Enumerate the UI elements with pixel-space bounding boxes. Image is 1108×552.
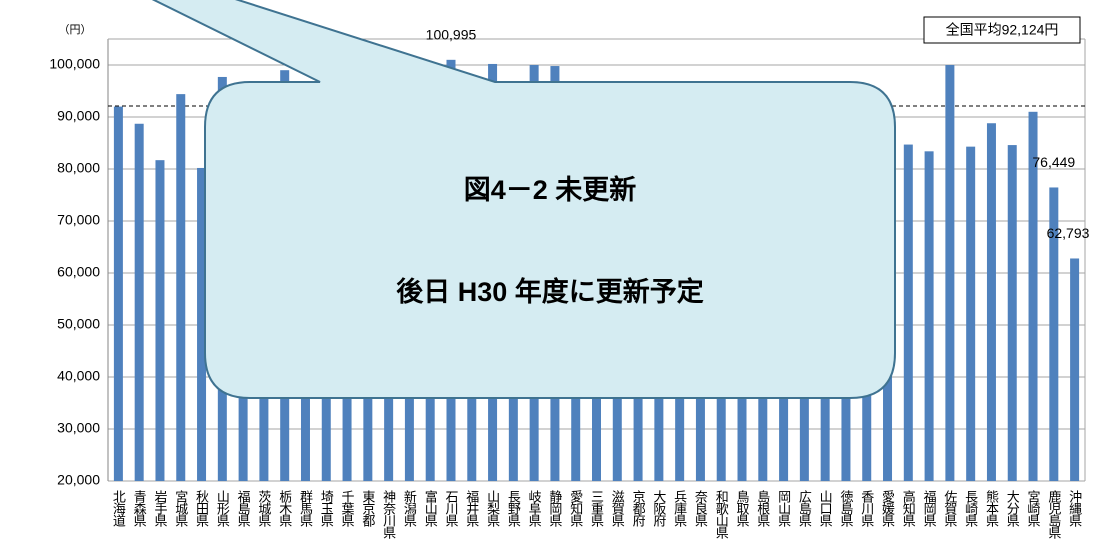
value-label: 100,995 <box>426 27 477 43</box>
x-tick-label: 兵庫県 <box>672 490 687 527</box>
x-tick-label: 静岡県 <box>547 490 562 527</box>
x-tick-label: 三重県 <box>589 490 604 527</box>
x-tick-label: 滋賀県 <box>610 490 625 527</box>
bar <box>924 151 934 481</box>
bar <box>176 94 186 482</box>
x-tick-label: 島根県 <box>755 490 770 527</box>
x-tick-label: 徳島県 <box>838 490 853 527</box>
x-tick-label: 鳥取県 <box>735 490 750 527</box>
bar <box>986 123 996 482</box>
x-tick-label: 山梨県 <box>485 490 500 527</box>
bar <box>134 123 144 481</box>
bar <box>966 146 976 481</box>
average-box <box>923 16 1081 44</box>
x-tick-label: 東京都 <box>360 489 375 527</box>
y-tick-label: 20,000 <box>57 472 100 488</box>
bar <box>945 65 955 481</box>
x-tick-label: 佐賀県 <box>942 490 957 527</box>
x-tick-label: 富山県 <box>423 489 438 527</box>
x-tick-label: 高知県 <box>901 489 916 527</box>
y-tick-label: 50,000 <box>57 316 100 332</box>
x-tick-label: 神奈川県 <box>381 490 396 539</box>
x-tick-label: 秋田県 <box>194 490 209 527</box>
y-tick-label: 100,000 <box>49 56 100 72</box>
y-tick-label: 60,000 <box>57 264 100 280</box>
x-tick-label: 福岡県 <box>922 490 937 527</box>
callout <box>151 0 896 399</box>
bar <box>1049 187 1059 481</box>
x-tick-label: 愛媛県 <box>880 490 895 527</box>
bar <box>903 144 913 481</box>
average-label: 全国平均92,124円 <box>946 22 1059 38</box>
bar <box>155 160 165 481</box>
x-tick-label: 山口県 <box>818 490 833 527</box>
x-tick-label: 愛知県 <box>568 490 583 527</box>
bar <box>113 106 123 481</box>
x-tick-label: 長野県 <box>506 490 521 527</box>
callout-note: 後日 H30 年度に更新予定 <box>396 276 704 307</box>
x-tick-label: 宮崎県 <box>1026 489 1041 527</box>
x-tick-label: 岩手県 <box>152 490 167 527</box>
y-tick-label: 40,000 <box>57 368 100 384</box>
x-tick-label: 香川県 <box>859 490 874 527</box>
value-label: 62,793 <box>1047 225 1090 241</box>
y-tick-label: 30,000 <box>57 420 100 436</box>
y-tick-label: 70,000 <box>57 212 100 228</box>
x-tick-label: 岐阜県 <box>527 490 542 527</box>
x-tick-label: 群馬県 <box>298 490 313 527</box>
x-tick-label: 福島県 <box>236 490 251 527</box>
x-tick-label: 北海道 <box>111 490 126 527</box>
y-tick-label: 80,000 <box>57 160 100 176</box>
x-tick-label: 青森県 <box>132 490 147 527</box>
x-tick-label: 宮城県 <box>173 489 188 527</box>
x-tick-label: 長崎県 <box>963 490 978 527</box>
bar <box>1070 258 1080 481</box>
x-tick-label: 新潟県 <box>402 489 417 527</box>
x-tick-label: 福井県 <box>464 490 479 527</box>
bar <box>197 167 207 481</box>
x-tick-label: 奈良県 <box>693 490 708 527</box>
x-tick-label: 広島県 <box>797 490 812 527</box>
x-tick-label: 大分県 <box>1005 490 1020 527</box>
x-tick-label: 茨城県 <box>256 490 271 527</box>
x-tick-label: 栃木県 <box>277 490 292 527</box>
x-tick-label: 岡山県 <box>776 490 791 527</box>
bar <box>1007 145 1017 481</box>
x-tick-label: 沖縄県 <box>1067 490 1082 527</box>
x-tick-label: 和歌山県 <box>714 490 729 539</box>
x-tick-label: 大阪府 <box>651 490 666 528</box>
x-tick-label: 埼玉県 <box>319 490 334 527</box>
x-tick-label: 鹿児島県 <box>1046 489 1061 539</box>
y-tick-label: 90,000 <box>57 108 100 124</box>
y-unit: （円） <box>59 23 92 36</box>
bar <box>1028 111 1038 482</box>
x-tick-label: 石川県 <box>443 490 458 527</box>
callout-title: 図4－2 未更新 <box>464 174 637 205</box>
x-tick-label: 千葉県 <box>340 490 355 527</box>
x-tick-label: 山形県 <box>215 490 230 527</box>
x-tick-label: 京都府 <box>631 490 646 528</box>
value-label: 76,449 <box>1032 154 1075 170</box>
x-tick-label: 熊本県 <box>984 489 999 527</box>
